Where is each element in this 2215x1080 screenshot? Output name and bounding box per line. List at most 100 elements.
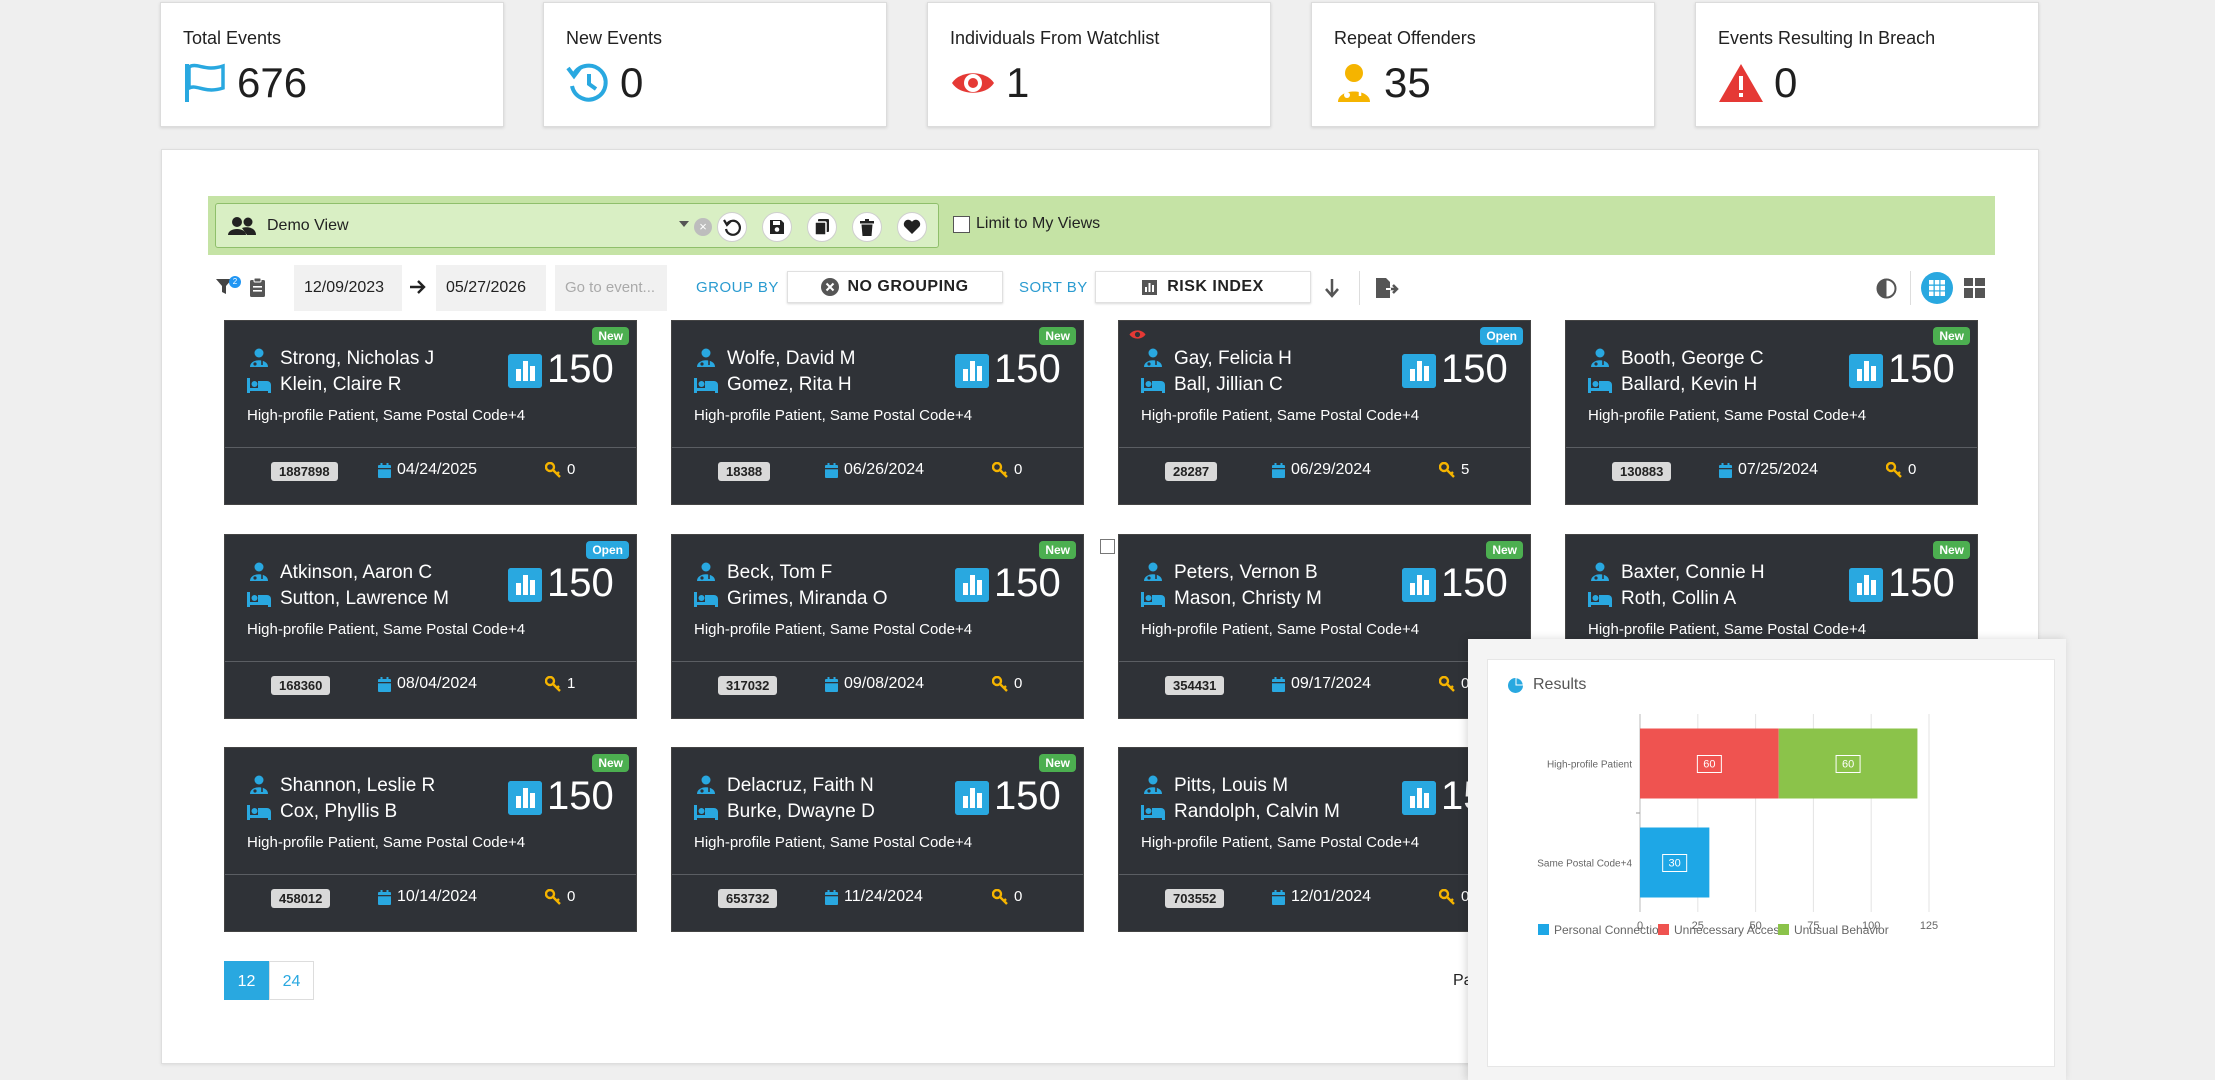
legend-swatch bbox=[1538, 924, 1549, 935]
risk-score: 150 bbox=[547, 347, 614, 391]
x-tick-label: 50 bbox=[1749, 920, 1761, 932]
event-reasons: High-profile Patient, Same Postal Code+4 bbox=[247, 407, 526, 424]
event-card[interactable]: Open Gay, Felicia H Ball, Jillian C High-pr… bbox=[1118, 320, 1531, 505]
warning-icon bbox=[1718, 62, 1764, 104]
card-divider bbox=[1566, 447, 1977, 448]
sort-by-value: RISK INDEX bbox=[1167, 278, 1264, 295]
clipboard-icon[interactable] bbox=[250, 277, 265, 302]
access-count: 5 bbox=[1439, 461, 1469, 478]
patient-name: Gomez, Rita H bbox=[727, 374, 852, 395]
copy-icon bbox=[814, 219, 829, 236]
event-id-tag: 1887898 bbox=[271, 462, 338, 481]
user-name: Pitts, Louis M bbox=[1174, 775, 1289, 796]
contrast-toggle[interactable] bbox=[1876, 278, 1897, 304]
y-category-label: High-profile Patient bbox=[1547, 760, 1632, 771]
filter-button[interactable]: 2 bbox=[216, 276, 241, 301]
go-to-event-input[interactable]: Go to event... bbox=[555, 265, 667, 311]
chart-bar bbox=[1640, 827, 1710, 898]
save-view-button[interactable] bbox=[762, 212, 792, 242]
page-size-24[interactable]: 24 bbox=[269, 961, 314, 1000]
card-divider bbox=[225, 447, 636, 448]
event-card[interactable]: Pitts, Louis M Randolph, Calvin M High-pro… bbox=[1118, 747, 1531, 932]
reset-view-button[interactable] bbox=[717, 212, 747, 242]
access-count-text: 0 bbox=[567, 461, 576, 478]
event-card[interactable]: Open Atkinson, Aaron C Sutton, Lawrence M H… bbox=[224, 534, 637, 719]
access-count-text: 0 bbox=[1908, 461, 1917, 478]
stat-value: 676 bbox=[237, 59, 308, 106]
event-card[interactable]: New Delacruz, Faith N Burke, Dwayne D High-… bbox=[671, 747, 1084, 932]
patient-bed-icon bbox=[1588, 590, 1612, 613]
group-by-label: GROUP BY bbox=[696, 279, 779, 296]
event-reasons: High-profile Patient, Same Postal Code+4 bbox=[694, 407, 973, 424]
calendar-icon bbox=[378, 889, 391, 905]
results-chart: 0 25 50 75 100 125 High-profile Patient 60 60 Sam… bbox=[1537, 714, 1938, 937]
stat-value: 35 bbox=[1384, 59, 1431, 106]
risk-score: 150 bbox=[1441, 561, 1508, 605]
user-icon bbox=[1590, 348, 1610, 373]
event-card[interactable]: New Wolfe, David M Gomez, Rita H High-profi… bbox=[671, 320, 1084, 505]
tile-view-button[interactable] bbox=[1964, 278, 1985, 303]
event-date: 07/25/2024 bbox=[1719, 461, 1818, 479]
access-count: 0 bbox=[545, 461, 575, 478]
grid-view-button[interactable] bbox=[1921, 272, 1953, 309]
stat-label: Individuals From Watchlist bbox=[950, 28, 1160, 48]
event-reasons: High-profile Patient, Same Postal Code+4 bbox=[1588, 407, 1867, 424]
access-count-text: 0 bbox=[1014, 888, 1023, 905]
status-badge: New bbox=[1486, 541, 1523, 559]
event-card[interactable]: New Beck, Tom F Grimes, Miranda O High-prof… bbox=[671, 534, 1084, 719]
event-reasons: High-profile Patient, Same Postal Code+4 bbox=[1141, 407, 1420, 424]
card-footer: 317032 09/08/2024 0 bbox=[672, 661, 1083, 719]
export-button[interactable] bbox=[1375, 277, 1399, 304]
event-card[interactable]: New Strong, Nicholas J Klein, Claire R High… bbox=[224, 320, 637, 505]
risk-bar-chart-icon bbox=[1849, 354, 1883, 388]
results-popup: Results 0 25 50 75 100 125 High-profile Patien… bbox=[1468, 639, 2066, 1080]
card-footer: 354431 09/17/2024 0 bbox=[1119, 661, 1530, 719]
sort-by-select[interactable]: RISK INDEX bbox=[1095, 271, 1311, 303]
toolbar-divider bbox=[1359, 271, 1360, 305]
limit-to-my-views[interactable]: Limit to My Views bbox=[953, 215, 1100, 233]
copy-view-button[interactable] bbox=[807, 212, 837, 242]
patient-bed-icon bbox=[1141, 803, 1165, 826]
event-date-text: 09/08/2024 bbox=[844, 675, 925, 692]
stat-value: 0 bbox=[620, 59, 644, 106]
access-count-text: 0 bbox=[1014, 675, 1023, 692]
card-divider bbox=[1119, 661, 1530, 662]
card-footer: 168360 08/04/2024 1 bbox=[225, 661, 636, 719]
clear-icon[interactable]: × bbox=[694, 218, 712, 236]
legend-label: Unusual Behavior bbox=[1794, 923, 1889, 937]
view-bar: Demo View × Limit to My Views bbox=[208, 196, 1995, 255]
event-date-text: 06/29/2024 bbox=[1291, 461, 1372, 478]
event-date: 06/29/2024 bbox=[1272, 461, 1371, 479]
select-checkbox[interactable] bbox=[1100, 539, 1115, 554]
x-tick-label: 125 bbox=[1920, 920, 1938, 932]
pie-chart-icon bbox=[1507, 677, 1524, 699]
sort-direction-button[interactable] bbox=[1324, 278, 1340, 303]
x-tick-label: 100 bbox=[1862, 920, 1880, 932]
event-card[interactable]: New Shannon, Leslie R Cox, Phyllis B High-p… bbox=[224, 747, 637, 932]
calendar-icon bbox=[378, 462, 391, 478]
favorite-view-button[interactable] bbox=[897, 212, 927, 242]
file-export-icon bbox=[1376, 278, 1399, 298]
limit-checkbox[interactable] bbox=[953, 215, 970, 233]
event-card[interactable]: New Peters, Vernon B Mason, Christy M High-… bbox=[1118, 534, 1531, 719]
card-divider bbox=[672, 874, 1083, 875]
group-by-select[interactable]: NO GROUPING bbox=[787, 271, 1003, 303]
date-to-input[interactable]: 05/27/2026 bbox=[436, 265, 546, 311]
watchlist-eye-icon bbox=[1129, 327, 1146, 345]
event-id-tag: 28287 bbox=[1165, 462, 1218, 481]
stat-value: 0 bbox=[1774, 59, 1798, 106]
patient-name: Mason, Christy M bbox=[1174, 588, 1322, 609]
view-select[interactable]: Demo View × bbox=[215, 203, 939, 248]
calendar-icon bbox=[1272, 676, 1285, 692]
risk-bar-chart-icon bbox=[955, 568, 989, 602]
delete-view-button[interactable] bbox=[852, 212, 882, 242]
chevron-down-icon[interactable] bbox=[679, 221, 689, 227]
event-date-text: 10/14/2024 bbox=[397, 888, 478, 905]
history-icon bbox=[566, 62, 610, 104]
date-from-input[interactable]: 12/09/2023 bbox=[294, 265, 402, 311]
risk-score: 150 bbox=[1888, 561, 1955, 605]
event-id-tag: 168360 bbox=[271, 676, 331, 695]
risk-bar-chart-icon bbox=[955, 781, 989, 815]
page-size-12[interactable]: 12 bbox=[224, 961, 269, 1000]
event-card[interactable]: New Booth, George C Ballard, Kevin H High-p… bbox=[1565, 320, 1978, 505]
